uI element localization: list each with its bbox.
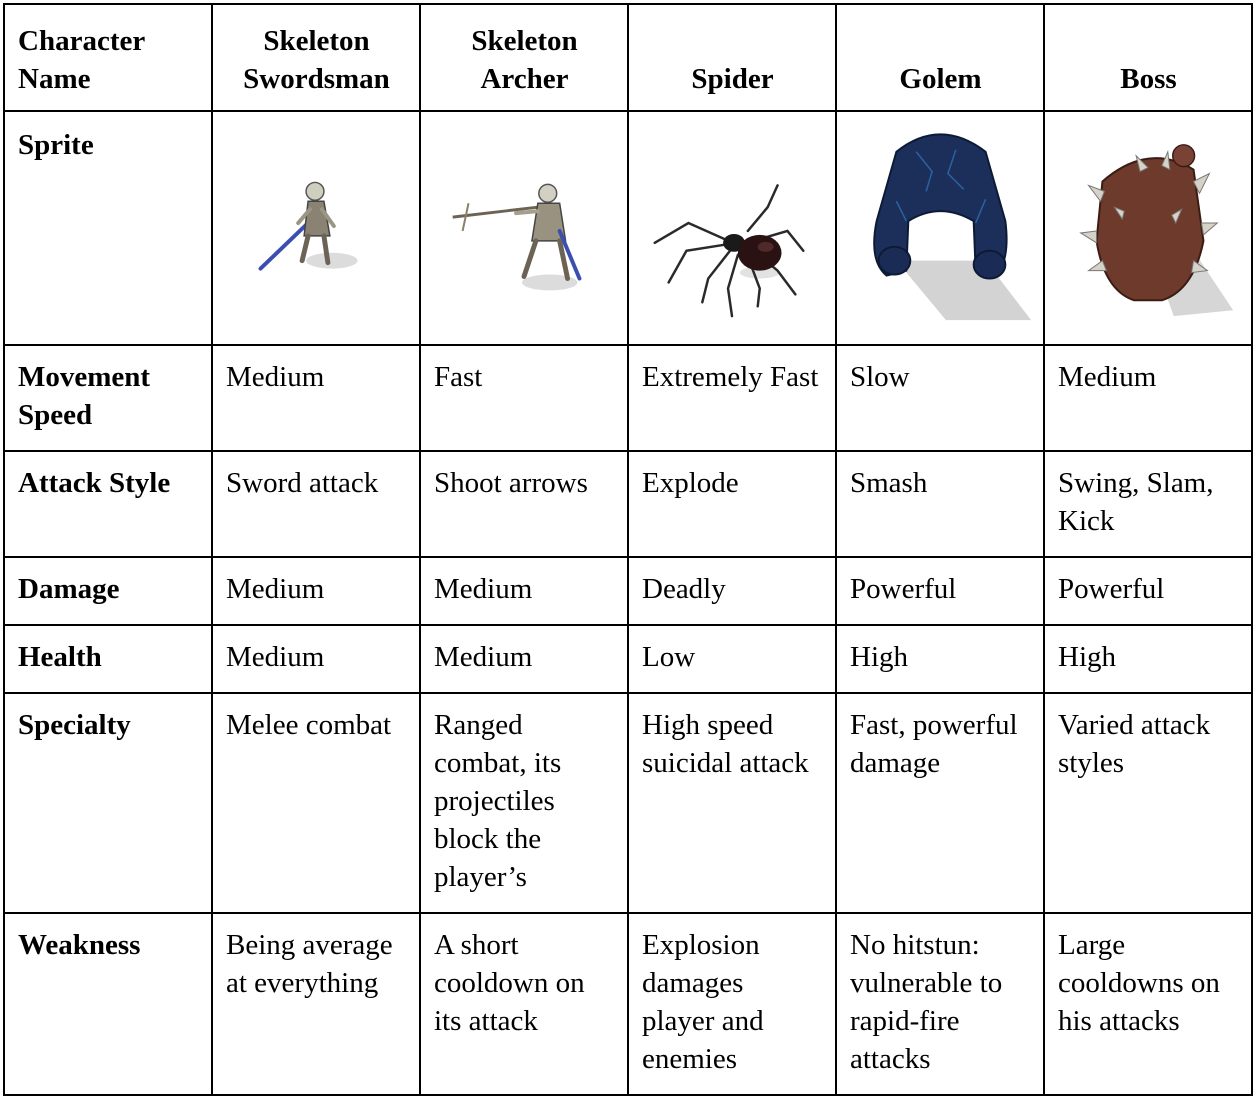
column-header-spider: Spider bbox=[627, 3, 837, 112]
weakness-spider: Explosion damages player and enemies bbox=[627, 912, 837, 1096]
row-label-health: Health bbox=[3, 624, 213, 694]
row-label-sprite: Sprite bbox=[3, 110, 213, 346]
sprite-row: Sprite bbox=[3, 110, 1253, 346]
golem-sprite bbox=[835, 110, 1045, 346]
specialty-spider: High speed suicidal attack bbox=[627, 692, 837, 914]
attack-style-skeleton-swordsman: Sword attack bbox=[211, 450, 421, 558]
damage-spider: Deadly bbox=[627, 556, 837, 626]
boss-image bbox=[1079, 144, 1234, 317]
header-row-label: Character Name bbox=[3, 3, 213, 112]
skeleton-archer-sprite bbox=[419, 110, 629, 346]
row-movement-speed: Movement Speed Medium Fast Extremely Fas… bbox=[3, 344, 1253, 452]
damage-golem: Powerful bbox=[835, 556, 1045, 626]
row-label-weakness: Weakness bbox=[3, 912, 213, 1096]
row-label-attack-style: Attack Style bbox=[3, 450, 213, 558]
specialty-skeleton-swordsman: Melee combat bbox=[211, 692, 421, 914]
damage-boss: Powerful bbox=[1043, 556, 1253, 626]
row-attack-style: Attack Style Sword attack Shoot arrows E… bbox=[3, 450, 1253, 558]
row-specialty: Specialty Melee combat Ranged combat, it… bbox=[3, 692, 1253, 914]
row-damage: Damage Medium Medium Deadly Powerful Pow… bbox=[3, 556, 1253, 626]
weakness-golem: No hitstun: vulnerable to rapid-fire att… bbox=[835, 912, 1045, 1096]
character-comparison-table: Character Name Skeleton Swordsman Skelet… bbox=[3, 3, 1253, 1096]
damage-skeleton-archer: Medium bbox=[419, 556, 629, 626]
boss-sprite bbox=[1043, 110, 1253, 346]
column-header-skeleton-swordsman: Skeleton Swordsman bbox=[211, 3, 421, 112]
weakness-boss: Large cooldowns on his attacks bbox=[1043, 912, 1253, 1096]
movement-speed-skeleton-archer: Fast bbox=[419, 344, 629, 452]
row-label-damage: Damage bbox=[3, 556, 213, 626]
health-golem: High bbox=[835, 624, 1045, 694]
movement-speed-skeleton-swordsman: Medium bbox=[211, 344, 421, 452]
attack-style-boss: Swing, Slam, Kick bbox=[1043, 450, 1253, 558]
health-skeleton-swordsman: Medium bbox=[211, 624, 421, 694]
skeleton-swordsman-image bbox=[258, 181, 358, 271]
weakness-skeleton-swordsman: Being average at everything bbox=[211, 912, 421, 1096]
golem-image bbox=[873, 133, 1032, 321]
attack-style-skeleton-archer: Shoot arrows bbox=[419, 450, 629, 558]
spider-image bbox=[653, 184, 805, 318]
skeleton-archer-image bbox=[452, 183, 582, 291]
skeleton-swordsman-sprite bbox=[211, 110, 421, 346]
health-spider: Low bbox=[627, 624, 837, 694]
weakness-skeleton-archer: A short cooldown on its attack bbox=[419, 912, 629, 1096]
row-weakness: Weakness Being average at everything A s… bbox=[3, 912, 1253, 1096]
health-boss: High bbox=[1043, 624, 1253, 694]
row-health: Health Medium Medium Low High High bbox=[3, 624, 1253, 694]
attack-style-golem: Smash bbox=[835, 450, 1045, 558]
spider-sprite bbox=[627, 110, 837, 346]
specialty-boss: Varied attack styles bbox=[1043, 692, 1253, 914]
attack-style-spider: Explode bbox=[627, 450, 837, 558]
health-skeleton-archer: Medium bbox=[419, 624, 629, 694]
specialty-golem: Fast, powerful damage bbox=[835, 692, 1045, 914]
movement-speed-golem: Slow bbox=[835, 344, 1045, 452]
damage-skeleton-swordsman: Medium bbox=[211, 556, 421, 626]
column-header-skeleton-archer: Skeleton Archer bbox=[419, 3, 629, 112]
movement-speed-boss: Medium bbox=[1043, 344, 1253, 452]
column-header-boss: Boss bbox=[1043, 3, 1253, 112]
row-label-specialty: Specialty bbox=[3, 692, 213, 914]
header-row: Character Name Skeleton Swordsman Skelet… bbox=[3, 3, 1253, 112]
specialty-skeleton-archer: Ranged combat, its projectiles block the… bbox=[419, 692, 629, 914]
column-header-golem: Golem bbox=[835, 3, 1045, 112]
row-label-movement-speed: Movement Speed bbox=[3, 344, 213, 452]
movement-speed-spider: Extremely Fast bbox=[627, 344, 837, 452]
